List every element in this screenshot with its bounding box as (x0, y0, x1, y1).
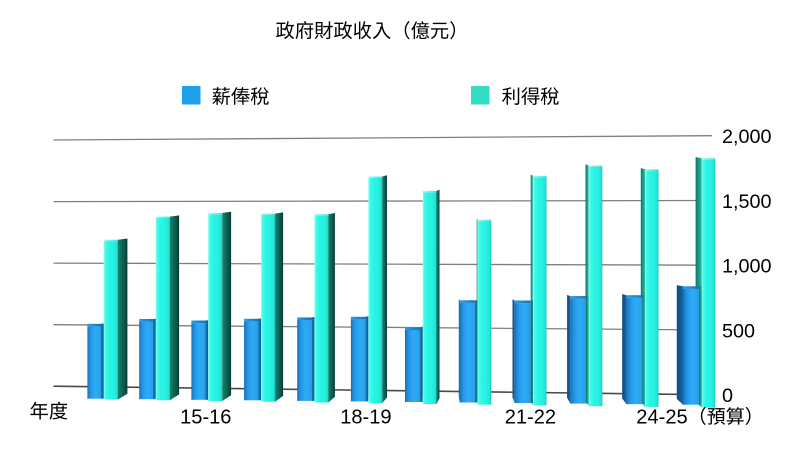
svg-text:0: 0 (722, 385, 733, 407)
svg-text:1,500: 1,500 (722, 191, 772, 213)
svg-text:2,000: 2,000 (722, 126, 772, 148)
svg-text:500: 500 (722, 320, 755, 342)
svg-text:21-22: 21-22 (505, 407, 556, 429)
svg-text:18-19: 18-19 (340, 407, 391, 429)
svg-text:24-25: 24-25 (636, 407, 687, 429)
svg-text:15-16: 15-16 (180, 407, 231, 429)
svg-text:1,000: 1,000 (722, 256, 772, 278)
